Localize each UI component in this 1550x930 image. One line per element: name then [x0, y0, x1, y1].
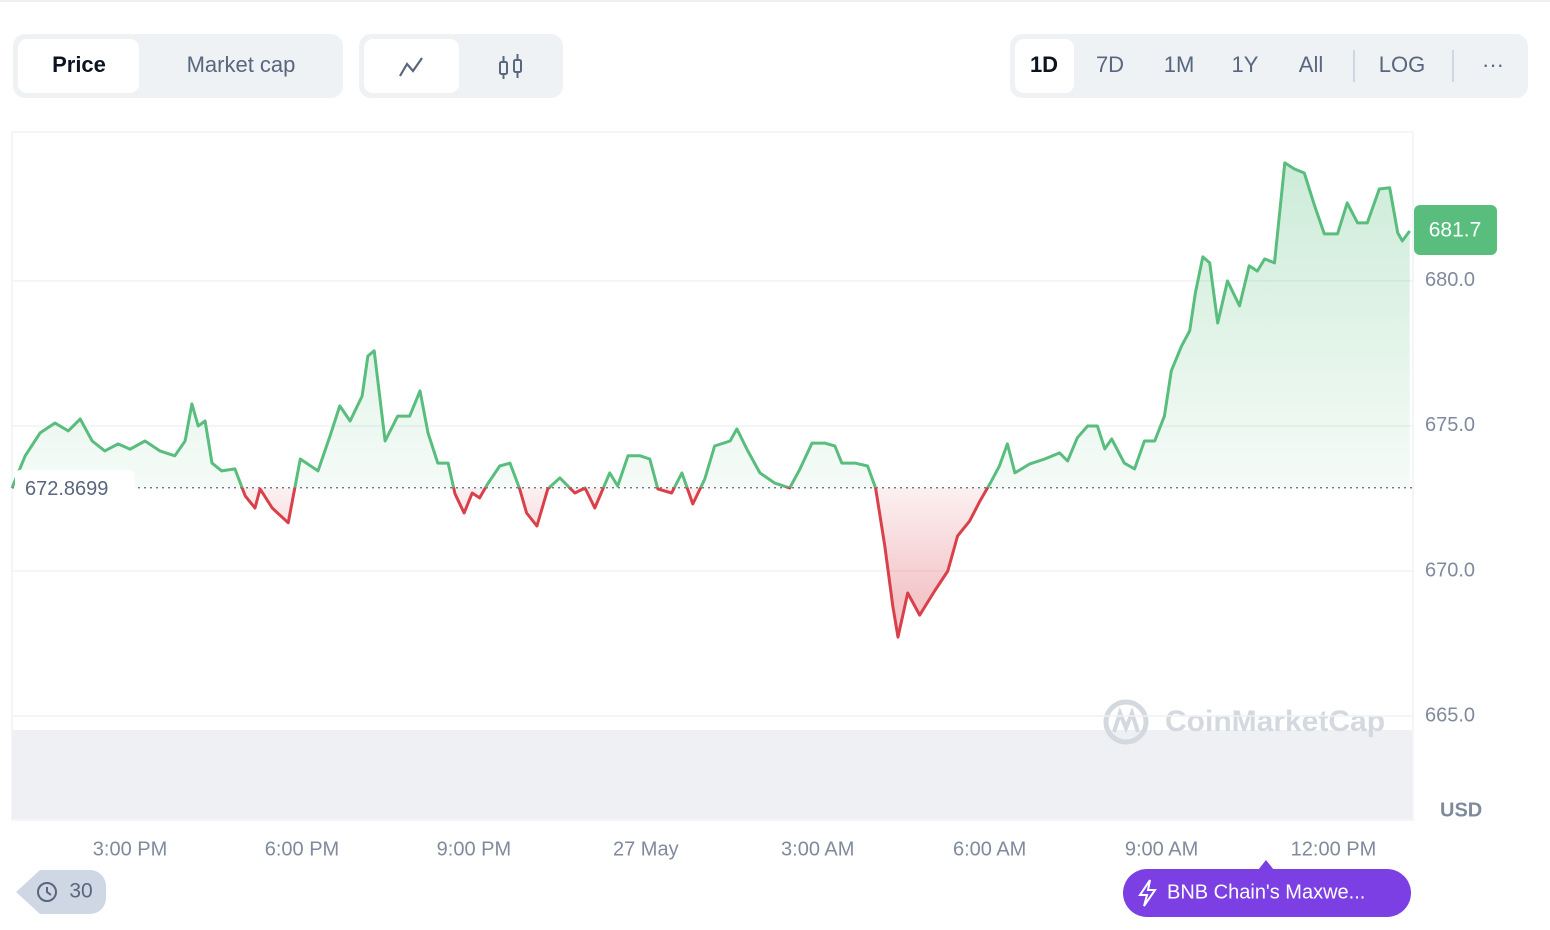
- candle-icon[interactable]: [499, 54, 522, 79]
- x-tick-label: 9:00 PM: [437, 838, 511, 860]
- y-tick-label: 665.0: [1425, 704, 1475, 726]
- baseline-label: 672.8699: [25, 478, 108, 500]
- bolt-icon: [1138, 879, 1157, 907]
- plot-frame: [11, 131, 1414, 821]
- x-tick-label: 27 May: [613, 838, 679, 860]
- current-price-badge: [1414, 205, 1497, 256]
- pointer: [1258, 860, 1274, 870]
- tab[interactable]: Price: [52, 52, 106, 77]
- history-count: 30: [69, 880, 92, 903]
- news-text[interactable]: BNB Chain's Maxwe...: [1167, 881, 1365, 903]
- y-tick-label: 675.0: [1425, 414, 1475, 436]
- y-tick-label: 670.0: [1425, 559, 1475, 581]
- watermark-text: CoinMarketCap: [1165, 705, 1385, 738]
- current-price-label: 681.7: [1429, 219, 1482, 242]
- range[interactable]: 1D: [1030, 52, 1058, 77]
- log-toggle[interactable]: LOG: [1379, 52, 1425, 77]
- price-area: [12, 162, 1410, 638]
- news-pill[interactable]: [1123, 869, 1411, 917]
- x-tick-label: 3:00 AM: [781, 838, 854, 860]
- range[interactable]: 7D: [1096, 52, 1124, 77]
- x-tick-label: 9:00 AM: [1125, 838, 1198, 860]
- history-badge[interactable]: 30: [16, 870, 106, 914]
- selected-tab: [18, 39, 139, 93]
- price-line: [10, 161, 1411, 639]
- selected-range: [1015, 39, 1074, 93]
- x-tick-label: 6:00 PM: [265, 838, 339, 860]
- y-tick-label: 680.0: [1425, 269, 1475, 291]
- tab[interactable]: Market cap: [187, 52, 296, 77]
- range[interactable]: All: [1299, 52, 1323, 77]
- volume-band: [12, 730, 1412, 819]
- line-icon: [399, 57, 423, 77]
- range-switch: [1010, 34, 1528, 98]
- range[interactable]: 1Y: [1232, 52, 1259, 77]
- watermark: CoinMarketCap: [1103, 699, 1385, 745]
- line-button[interactable]: [364, 39, 459, 93]
- range[interactable]: 1M: [1164, 52, 1195, 77]
- x-tick-label: 12:00 PM: [1291, 838, 1377, 860]
- x-tick-label: 3:00 PM: [93, 838, 167, 860]
- x-tick-label: 6:00 AM: [953, 838, 1026, 860]
- more-button[interactable]: ···: [1482, 52, 1504, 77]
- y-unit: USD: [1440, 799, 1482, 821]
- baseline-label-box: [15, 469, 135, 504]
